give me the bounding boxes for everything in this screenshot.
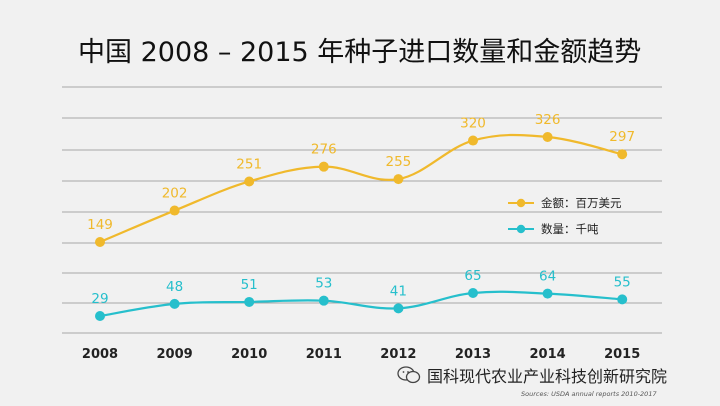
data-label: 51 (241, 277, 258, 293)
legend-marker (516, 198, 526, 208)
data-point (244, 296, 255, 307)
data-label: 48 (166, 279, 183, 295)
data-point (244, 176, 255, 187)
watermark: 国科现代农业产业科技创新研究院 (397, 363, 667, 387)
data-label: 320 (460, 116, 486, 132)
legend-label: 数量：千吨 (541, 222, 599, 236)
legend-marker (516, 224, 526, 234)
x-tick-label: 2013 (455, 347, 491, 362)
data-label: 53 (315, 276, 332, 292)
data-point (617, 149, 628, 160)
x-tick-label: 2011 (306, 347, 342, 362)
data-point (617, 294, 628, 305)
data-point (468, 288, 478, 298)
data-label: 255 (386, 154, 412, 170)
data-point (169, 298, 180, 309)
data-label: 64 (539, 269, 556, 285)
data-point (393, 174, 404, 185)
data-labels: 149 202 251 276 255 320 326 297 29 48 51 53 41 65 64 55 (87, 112, 635, 307)
data-point (393, 303, 404, 314)
data-label: 65 (464, 268, 481, 284)
watermark-text: 国科现代农业产业科技创新研究院 (427, 367, 668, 386)
x-tick-label: 2008 (82, 347, 118, 362)
x-tick-label: 2009 (157, 347, 193, 362)
series-line-quantity (99, 290, 623, 318)
data-point (542, 132, 553, 142)
data-point (542, 288, 553, 299)
x-tick-label: 2015 (604, 347, 640, 362)
legend-label: 金额：百万美元 (541, 196, 622, 210)
x-tick-label: 2014 (530, 347, 566, 362)
wechat-icon (397, 366, 421, 384)
data-label: 202 (162, 186, 188, 202)
data-label: 276 (311, 142, 337, 158)
series-lines (99, 133, 623, 318)
data-point (318, 161, 329, 172)
x-tick-labels: 2008 2009 2010 2011 2012 2013 2014 2015 (82, 347, 640, 362)
data-point (318, 295, 329, 306)
data-point (95, 237, 105, 247)
data-point (95, 311, 105, 321)
data-label: 55 (614, 274, 631, 290)
data-label: 251 (236, 156, 262, 172)
data-label: 29 (91, 291, 108, 307)
series-line-amount (99, 133, 623, 244)
data-label: 149 (87, 217, 113, 233)
data-label: 41 (390, 283, 407, 299)
x-tick-label: 2012 (380, 347, 416, 362)
chart-title: 中国 2008 – 2015 年种子进口数量和金额趋势 (78, 37, 642, 68)
data-label: 326 (535, 112, 561, 128)
data-point (169, 205, 180, 216)
data-point (468, 135, 478, 146)
x-tick-label: 2010 (231, 347, 267, 362)
gridlines (62, 86, 662, 334)
data-label: 297 (609, 129, 635, 145)
data-points (95, 132, 628, 321)
source-note: Sources: USDA annual reports 2010-2017 (521, 390, 657, 398)
